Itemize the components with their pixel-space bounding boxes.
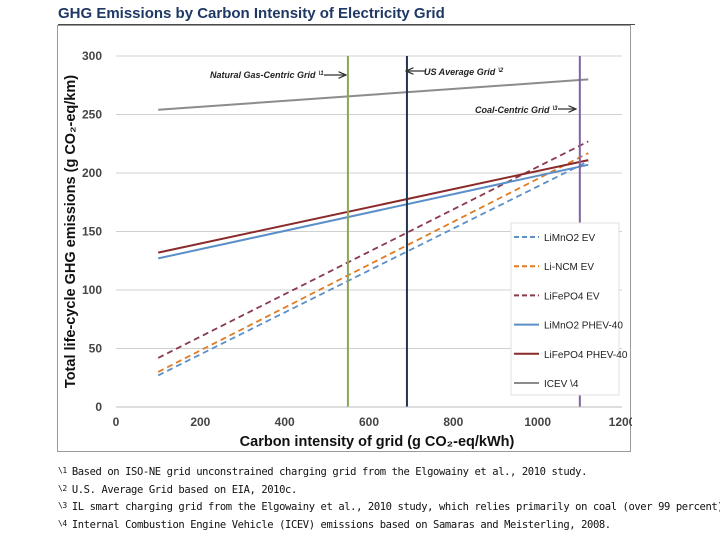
reference-label-3: Coal-Centric Grid \3 — [475, 105, 558, 115]
ytick-label-250: 250 — [82, 108, 102, 122]
footnote-3: \3 IL smart charging grid from the Elgowa… — [58, 501, 720, 519]
xtick-label-1200: 1200 — [609, 415, 632, 429]
footnote-1: \1 Based on ISO-NE grid unconstrained cha… — [58, 466, 718, 484]
series-line-1 — [157, 160, 589, 377]
legend-label-5: LiFePO4 PHEV-40 — [544, 350, 628, 361]
reference-label-1: Natural Gas-Centric Grid \1 — [210, 70, 324, 80]
series-layer — [157, 78, 589, 377]
reference-marker-3: \3 — [553, 106, 559, 112]
ytick-label-300: 300 — [82, 49, 102, 63]
y-axis-label: Total life-cycle GHG emissions (g CO₂-eq… — [63, 75, 79, 388]
legend-box — [510, 222, 620, 396]
ytick-label-150: 150 — [82, 225, 102, 239]
legend-label-2: Li-NCM EV — [544, 262, 594, 273]
reference-marker-1: \1 — [319, 71, 325, 77]
series-line-2 — [157, 152, 589, 373]
chart-frame: 0 50 100 150 200 250 300 0 200 400 600 800 1000 1200 C… — [57, 25, 632, 452]
series-line-5 — [157, 159, 589, 254]
legend-label-3: LiFePO4 EV — [544, 291, 600, 302]
xtick-label-400: 400 — [275, 415, 295, 429]
title-underline — [58, 24, 635, 25]
xtick-label-1000: 1000 — [524, 415, 551, 429]
footnote-3-text: IL smart charging grid from the Elgowain… — [71, 501, 720, 513]
reference-label-2: US Average Grid \2 — [424, 67, 504, 77]
footnote-4: \4 Internal Combustion Engine Vehicle (IC… — [58, 519, 718, 537]
ytick-label-200: 200 — [82, 166, 102, 180]
footnote-1-marker: \1 — [58, 466, 67, 475]
legend-label-4: LiMnO2 PHEV-40 — [544, 321, 623, 332]
legend-label-6: ICEV \4 — [544, 379, 579, 390]
series-line-3 — [157, 140, 589, 359]
footnote-4-text: Internal Combustion Engine Vehicle (ICEV… — [71, 518, 611, 531]
xtick-label-600: 600 — [359, 415, 379, 429]
footnote-2: \2 U.S. Average Grid based on EIA, 2010c. — [58, 484, 718, 502]
xtick-label-800: 800 — [443, 415, 463, 429]
footnote-2-text: U.S. Average Grid based on EIA, 2010c. — [71, 483, 297, 496]
ytick-label-0: 0 — [95, 400, 102, 414]
footnote-3-marker: \3 — [58, 501, 67, 510]
xtick-label-200: 200 — [190, 415, 210, 429]
label-layer: Natural Gas-Centric Grid \1 US Average Gri… — [210, 67, 576, 115]
legend-label-1: LiMnO2 EV — [544, 233, 595, 244]
ytick-label-50: 50 — [89, 342, 103, 356]
chart-svg: 0 50 100 150 200 250 300 0 200 400 600 800 1000 1200 C… — [63, 49, 632, 450]
x-axis-label: Carbon intensity of grid (g CO₂-eq/kWh) — [240, 434, 515, 450]
footnote-4-marker: \4 — [58, 518, 67, 528]
series-line-6 — [158, 78, 589, 111]
axis-layer: 0 50 100 150 200 250 300 0 200 400 600 800 1000 1200 C… — [63, 49, 632, 450]
series-line-4 — [157, 163, 589, 260]
footnote-1-text: Based on ISO-NE grid unconstrained charg… — [71, 466, 588, 478]
ytick-label-100: 100 — [82, 283, 102, 297]
xtick-label-0: 0 — [113, 415, 120, 429]
footnote-2-marker: \2 — [58, 483, 67, 493]
page-title: GHG Emissions by Carbon Intensity of Ele… — [58, 5, 445, 22]
footnotes: \1 Based on ISO-NE grid unconstrained cha… — [58, 466, 720, 537]
legend-layer: LiMnO2 EV Li-NCM EV LiFePO4 EV LiMnO2 PHEV-… — [510, 222, 628, 396]
reference-marker-2: \2 — [498, 68, 504, 74]
